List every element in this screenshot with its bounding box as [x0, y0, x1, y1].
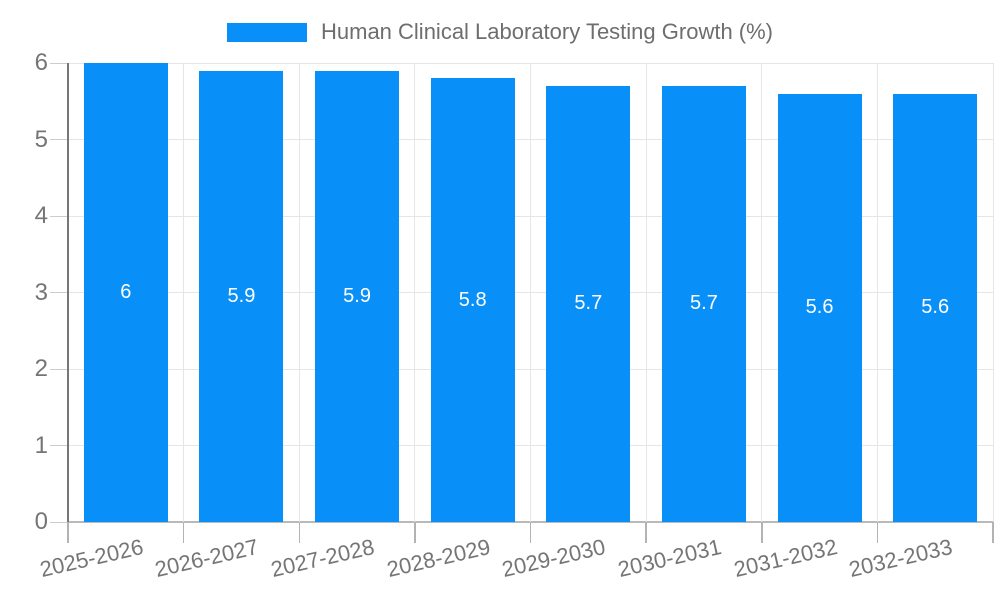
- y-axis-tick-label: 4: [34, 202, 48, 229]
- v-gridline: [992, 63, 994, 522]
- bar[interactable]: 5.6: [893, 93, 978, 522]
- v-gridline: [530, 63, 531, 522]
- y-axis-tick: [50, 139, 68, 140]
- chart-legend: Human Clinical Laboratory Testing Growth…: [0, 14, 1000, 50]
- x-axis-tick: [645, 522, 647, 543]
- y-axis-tick-label: 5: [34, 125, 48, 153]
- y-axis-tick: [50, 445, 68, 446]
- v-gridline: [298, 63, 300, 522]
- bar[interactable]: 6: [83, 63, 168, 522]
- x-axis-tick: [298, 522, 300, 543]
- y-axis-tick: [50, 521, 68, 523]
- v-gridline: [414, 63, 416, 522]
- v-gridline: [183, 63, 185, 522]
- x-axis-tick: [876, 522, 879, 543]
- bar[interactable]: 5.7: [661, 85, 746, 522]
- bar-value-label: 5.9: [343, 284, 371, 307]
- bar-value-label: 5.9: [227, 284, 256, 307]
- bar-value-label: 5.7: [574, 292, 603, 315]
- x-axis-tick: [529, 522, 532, 543]
- x-axis-tick: [761, 522, 763, 543]
- legend-swatch: [227, 22, 307, 42]
- legend-item[interactable]: Human Clinical Laboratory Testing Growth…: [227, 19, 773, 45]
- y-axis-tick: [50, 215, 68, 217]
- bar-value-label: 5.6: [921, 296, 950, 319]
- y-axis-tick-label: 6: [34, 49, 48, 76]
- bar[interactable]: 5.6: [777, 93, 862, 522]
- y-axis-tick-label: 2: [34, 355, 48, 382]
- y-axis-tick: [50, 62, 68, 64]
- chart-title: Human Clinical Laboratory Testing Growth…: [321, 19, 773, 44]
- x-axis-tick: [182, 522, 185, 543]
- v-gridline: [876, 63, 878, 522]
- v-gridline: [761, 63, 763, 522]
- y-axis-tick: [50, 368, 68, 370]
- bar-value-label: 5.8: [458, 288, 487, 311]
- x-axis-tick: [67, 522, 69, 543]
- bar[interactable]: 5.9: [199, 70, 284, 522]
- y-axis-line: [67, 63, 69, 522]
- y-axis-tick-label: 3: [34, 278, 48, 306]
- bar-value-label: 5.7: [690, 292, 718, 315]
- bar[interactable]: 5.8: [430, 78, 515, 522]
- bar-value-label: 5.6: [805, 296, 834, 319]
- y-axis-tick-label: 1: [34, 431, 48, 459]
- v-gridline: [645, 63, 647, 522]
- bar[interactable]: 5.9: [315, 70, 400, 522]
- x-axis-tick: [992, 522, 994, 543]
- bar-value-label: 6: [120, 281, 132, 303]
- y-axis-tick: [50, 292, 68, 293]
- x-axis-tick: [414, 522, 416, 543]
- bar[interactable]: 5.7: [546, 85, 631, 522]
- y-axis-tick-label: 0: [34, 508, 48, 535]
